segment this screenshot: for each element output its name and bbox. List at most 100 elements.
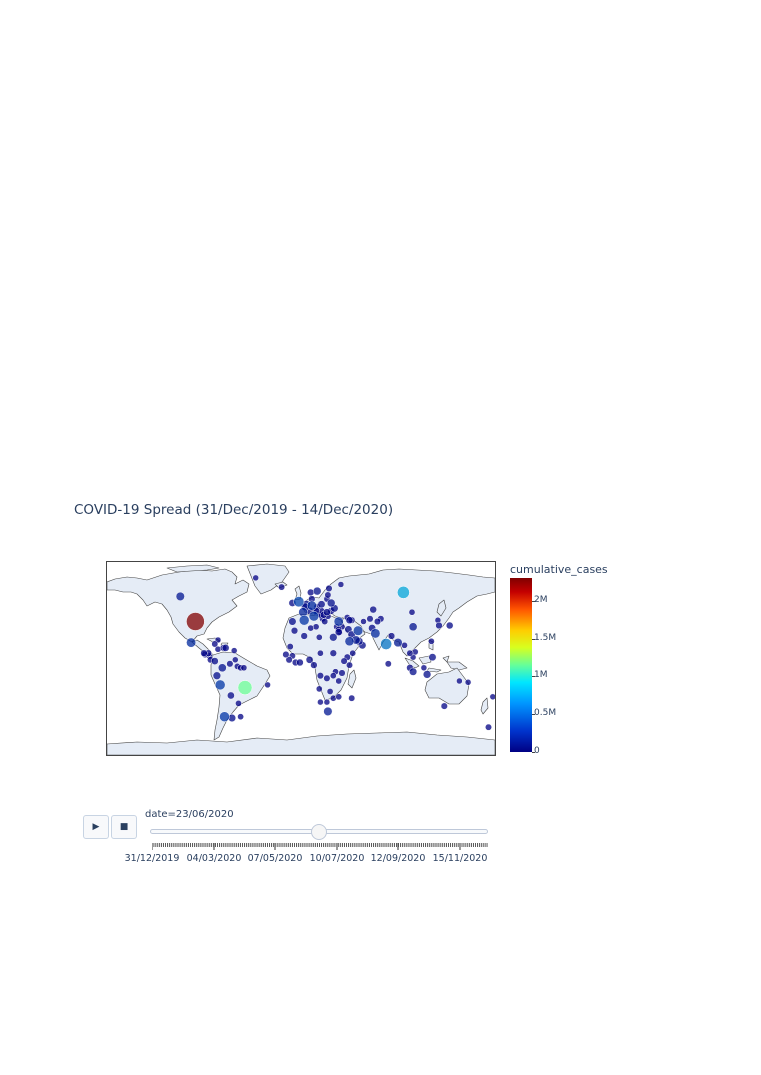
country-marker[interactable]	[285, 656, 293, 664]
country-marker[interactable]	[240, 664, 248, 672]
country-marker[interactable]	[387, 632, 396, 640]
country-marker[interactable]	[237, 713, 244, 721]
country-marker[interactable]	[360, 618, 367, 625]
play-button[interactable]: ▶	[83, 815, 109, 839]
stop-button[interactable]: ■	[111, 815, 137, 839]
country-marker[interactable]	[324, 591, 332, 599]
country-marker[interactable]	[420, 664, 428, 672]
country-marker[interactable]	[456, 677, 463, 685]
country-marker[interactable]	[316, 672, 324, 680]
map-frame[interactable]	[106, 561, 496, 756]
country-marker[interactable]	[307, 588, 315, 597]
country-marker[interactable]	[230, 647, 238, 654]
country-marker[interactable]	[408, 622, 418, 632]
country-marker[interactable]	[348, 694, 356, 702]
country-marker[interactable]	[306, 600, 317, 611]
country-marker[interactable]	[329, 672, 337, 680]
country-marker[interactable]	[345, 616, 354, 625]
slider-label[interactable]: 12/09/2020	[370, 853, 426, 864]
slider-label[interactable]: 04/03/2020	[186, 853, 242, 864]
country-marker[interactable]	[397, 586, 410, 599]
country-marker[interactable]	[325, 584, 333, 592]
country-marker[interactable]	[335, 677, 343, 685]
country-marker[interactable]	[282, 650, 290, 659]
country-marker[interactable]	[226, 660, 234, 668]
country-marker[interactable]	[464, 679, 472, 686]
country-marker[interactable]	[353, 625, 364, 636]
country-marker[interactable]	[308, 611, 320, 622]
country-marker[interactable]	[175, 591, 185, 601]
country-marker[interactable]	[310, 661, 318, 669]
slider-label[interactable]: 15/11/2020	[432, 853, 488, 864]
country-marker[interactable]	[219, 711, 230, 722]
country-marker[interactable]	[338, 669, 346, 677]
country-marker[interactable]	[373, 617, 382, 626]
country-marker[interactable]	[315, 685, 323, 693]
country-marker[interactable]	[408, 608, 416, 616]
country-marker[interactable]	[393, 638, 403, 648]
country-marker[interactable]	[323, 698, 331, 706]
country-marker[interactable]	[214, 679, 226, 691]
country-marker[interactable]	[186, 637, 197, 648]
country-marker[interactable]	[286, 643, 294, 651]
country-marker[interactable]	[440, 702, 448, 710]
country-marker[interactable]	[326, 598, 336, 608]
country-marker[interactable]	[428, 653, 437, 662]
country-marker[interactable]	[211, 640, 219, 648]
country-marker[interactable]	[323, 706, 333, 716]
country-marker[interactable]	[300, 632, 308, 640]
country-marker[interactable]	[435, 621, 443, 630]
country-marker[interactable]	[329, 649, 337, 657]
country-marker[interactable]	[290, 627, 299, 635]
country-marker[interactable]	[312, 586, 322, 596]
country-marker[interactable]	[323, 608, 331, 617]
slider-handle[interactable]	[311, 824, 327, 840]
country-marker[interactable]	[252, 574, 259, 582]
country-marker[interactable]	[337, 581, 345, 588]
country-marker[interactable]	[366, 615, 374, 623]
country-marker[interactable]	[315, 633, 323, 641]
country-marker[interactable]	[186, 612, 205, 631]
country-marker[interactable]	[380, 638, 392, 650]
country-marker[interactable]	[317, 698, 324, 706]
country-marker[interactable]	[235, 700, 242, 707]
country-marker[interactable]	[293, 596, 305, 608]
country-marker[interactable]	[210, 657, 219, 665]
country-marker[interactable]	[489, 693, 495, 701]
country-marker[interactable]	[305, 655, 314, 664]
country-marker[interactable]	[200, 649, 208, 657]
country-marker[interactable]	[323, 674, 331, 682]
country-marker[interactable]	[485, 723, 492, 731]
country-marker[interactable]	[406, 649, 414, 657]
country-marker[interactable]	[329, 633, 338, 642]
country-marker[interactable]	[384, 660, 392, 668]
country-marker[interactable]	[409, 667, 418, 676]
slider-label[interactable]: 31/12/2019	[124, 853, 180, 864]
country-marker[interactable]	[307, 624, 315, 632]
country-marker[interactable]	[288, 617, 297, 626]
country-marker[interactable]	[428, 637, 435, 645]
country-marker[interactable]	[370, 628, 381, 639]
country-marker[interactable]	[221, 644, 230, 652]
geo-map[interactable]	[107, 562, 495, 755]
country-marker[interactable]	[333, 616, 344, 627]
country-marker[interactable]	[296, 658, 304, 667]
country-marker[interactable]	[217, 663, 227, 673]
country-marker[interactable]	[346, 661, 353, 669]
country-marker[interactable]	[264, 681, 271, 689]
country-marker[interactable]	[232, 656, 239, 664]
country-marker[interactable]	[334, 628, 343, 636]
country-marker[interactable]	[317, 649, 324, 657]
country-marker[interactable]	[369, 605, 377, 614]
country-marker[interactable]	[298, 614, 310, 626]
country-marker[interactable]	[237, 680, 253, 695]
country-marker[interactable]	[349, 649, 357, 657]
country-marker[interactable]	[212, 671, 222, 680]
country-marker[interactable]	[326, 688, 334, 695]
country-marker[interactable]	[340, 657, 348, 665]
country-marker[interactable]	[278, 583, 286, 591]
country-marker[interactable]	[344, 636, 355, 647]
country-marker[interactable]	[445, 621, 454, 630]
slider-label[interactable]: 10/07/2020	[309, 853, 365, 864]
country-marker[interactable]	[317, 600, 326, 609]
